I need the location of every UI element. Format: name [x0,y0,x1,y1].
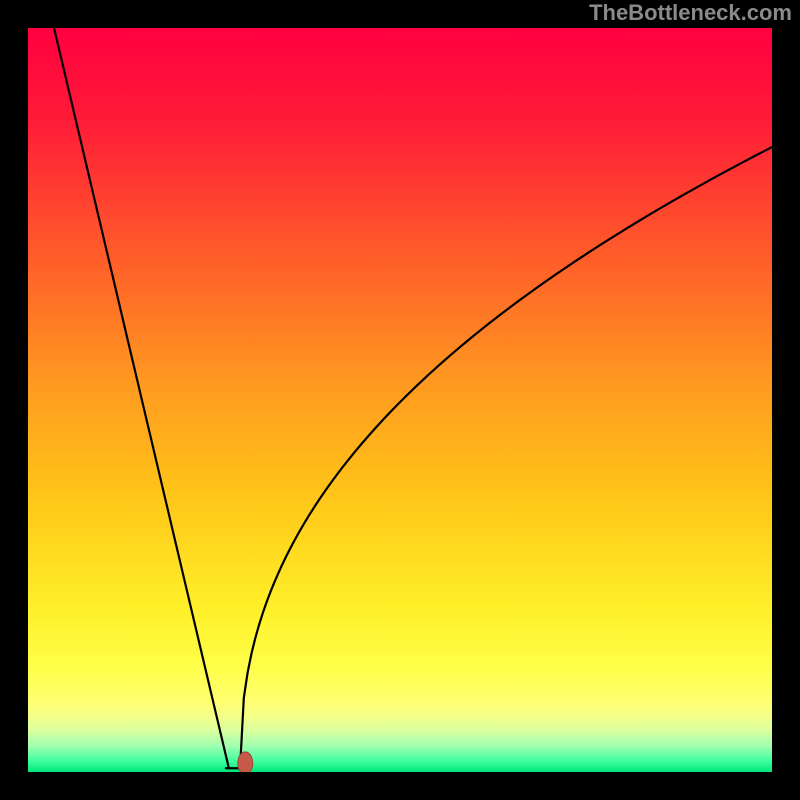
watermark-text: TheBottleneck.com [589,0,792,26]
minimum-marker [238,752,253,772]
plot-background [28,28,772,772]
chart-stage: TheBottleneck.com [0,0,800,800]
bottleneck-chart [28,28,772,772]
